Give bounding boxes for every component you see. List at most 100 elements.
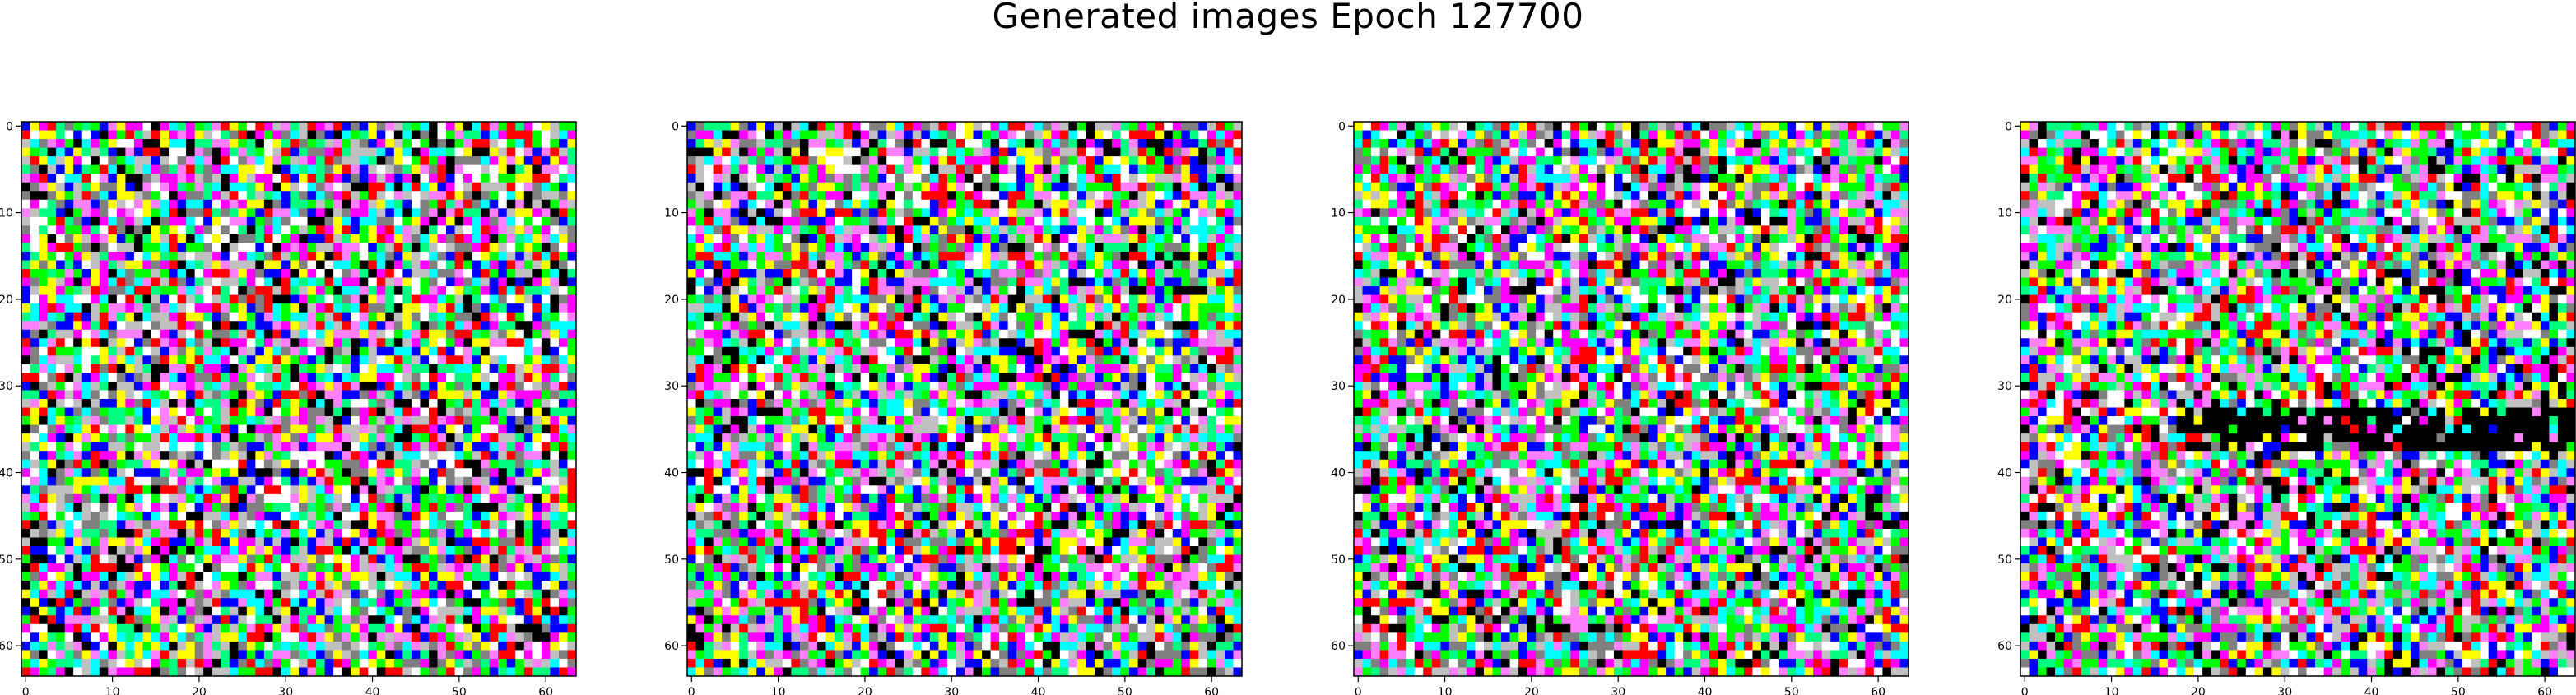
pixel-cell	[541, 598, 551, 608]
pixel-cell	[177, 139, 187, 148]
pixel-cell	[272, 598, 282, 608]
pixel-cell	[567, 164, 577, 174]
pixel-cell	[463, 156, 473, 166]
pixel-cell	[558, 329, 568, 339]
pixel-cell	[843, 164, 853, 174]
pixel-cell	[912, 156, 922, 166]
pixel-cell	[428, 598, 438, 608]
pixel-cell	[515, 641, 525, 651]
pixel-cell	[730, 139, 740, 148]
pixel-cell	[368, 355, 378, 365]
pixel-cell	[515, 399, 525, 408]
pixel-cell	[1181, 139, 1191, 148]
pixel-cell	[393, 399, 403, 408]
pixel-cell	[385, 589, 395, 599]
pixel-cell	[324, 468, 334, 478]
pixel-cell	[81, 346, 91, 356]
pixel-cell	[290, 122, 300, 131]
pixel-cell	[523, 407, 533, 417]
pixel-cell	[498, 658, 508, 668]
pixel-cell	[91, 364, 100, 373]
pixel-cell	[91, 468, 100, 478]
pixel-cell	[532, 139, 542, 148]
pixel-cell	[99, 632, 109, 642]
pixel-cell	[116, 381, 126, 391]
pixel-cell	[81, 641, 91, 651]
pixel-cell	[523, 520, 533, 530]
pixel-cell	[825, 174, 835, 183]
pixel-cell	[411, 589, 421, 599]
pixel-cell	[299, 251, 308, 261]
pixel-cell	[454, 667, 464, 677]
pixel-cell	[203, 243, 213, 253]
pixel-cell	[324, 243, 334, 253]
pixel-cell	[411, 286, 421, 296]
pixel-cell	[411, 554, 421, 564]
pixel-cell	[133, 182, 143, 192]
pixel-cell	[393, 563, 403, 573]
pixel-cell	[1216, 225, 1225, 235]
pixel-cell	[212, 520, 221, 530]
pixel-cell	[506, 537, 516, 547]
pixel-cell	[30, 147, 40, 157]
pixel-cell	[454, 442, 464, 452]
pixel-cell	[385, 156, 395, 166]
pixel-cell	[142, 476, 152, 486]
pixel-cell	[91, 528, 100, 538]
pixel-cell	[532, 554, 542, 564]
pixel-cell	[160, 537, 170, 547]
pixel-cell	[21, 606, 30, 616]
pixel-cell	[1016, 164, 1026, 174]
pixel-cell	[1198, 122, 1208, 131]
pixel-cell	[263, 632, 273, 642]
pixel-cell	[342, 373, 351, 382]
pixel-cell	[1025, 122, 1035, 131]
pixel-cell	[116, 485, 126, 495]
pixel-cell	[21, 130, 30, 140]
pixel-cell	[272, 546, 282, 555]
pixel-cell	[99, 503, 109, 512]
pixel-cell	[402, 294, 412, 304]
pixel-cell	[221, 528, 230, 538]
pixel-cell	[272, 346, 282, 356]
pixel-cell	[886, 122, 896, 131]
pixel-cell	[999, 174, 1009, 183]
pixel-cell	[877, 174, 887, 183]
pixel-cell	[108, 303, 118, 313]
pixel-cell	[307, 390, 317, 400]
pixel-cell	[558, 243, 568, 253]
pixel-cell	[489, 251, 499, 261]
pixel-cell	[307, 321, 317, 331]
pixel-cell	[472, 303, 481, 313]
pixel-cell	[56, 407, 66, 417]
pixel-cell	[411, 294, 421, 304]
pixel-cell	[177, 346, 187, 356]
pixel-cell	[550, 260, 560, 270]
pixel-cell	[151, 433, 160, 443]
pixel-cell	[151, 251, 160, 261]
pixel-cell	[532, 251, 542, 261]
pixel-cell	[81, 658, 91, 668]
pixel-cell	[489, 485, 499, 495]
pixel-cell	[255, 606, 265, 616]
pixel-cell	[221, 511, 230, 521]
pixel-cell	[437, 546, 447, 555]
pixel-cell	[532, 312, 542, 322]
pixel-cell	[21, 572, 30, 581]
pixel-cell	[151, 303, 160, 313]
pixel-cell	[368, 373, 378, 382]
pixel-cell	[722, 122, 732, 131]
pixel-cell	[290, 251, 300, 261]
pixel-cell	[730, 191, 740, 201]
pixel-cell	[1112, 225, 1121, 235]
pixel-cell	[281, 390, 291, 400]
pixel-cell	[385, 373, 395, 382]
pixel-cell	[1051, 208, 1061, 218]
pixel-cell	[411, 243, 421, 253]
pixel-cell	[351, 459, 360, 469]
pixel-cell	[446, 191, 455, 201]
pixel-cell	[687, 139, 696, 148]
pixel-cell	[333, 468, 343, 478]
pixel-cell	[929, 139, 939, 148]
pixel-cell	[316, 346, 325, 356]
